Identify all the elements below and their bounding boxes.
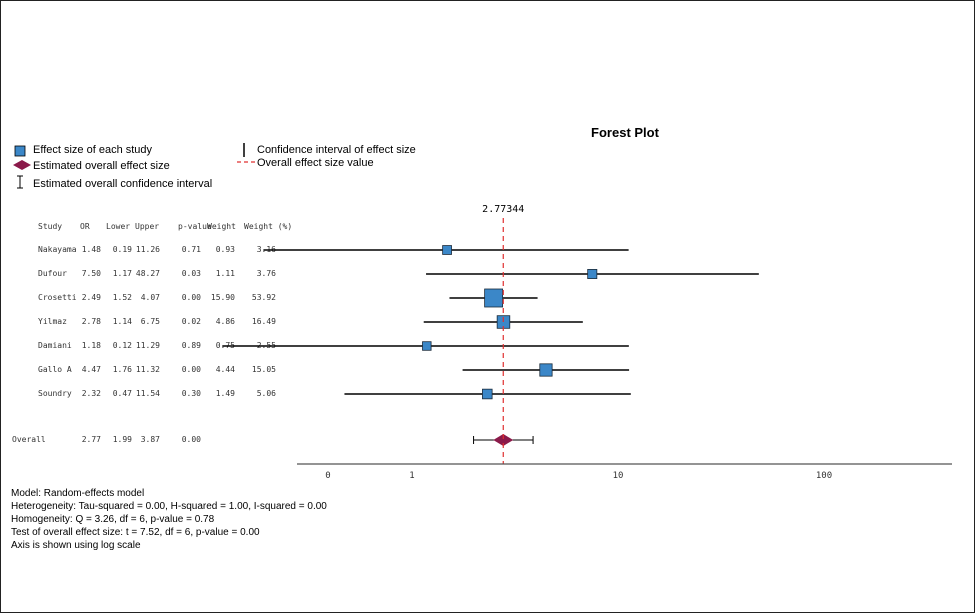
study-name: Yilmaz [38,317,67,326]
heterogeneity-text: Heterogeneity: Tau-squared = 0.00, H-squ… [11,501,327,512]
table-header-3: Upper [135,222,160,231]
table-header-4: p-value [178,222,212,231]
legend-diamond-icon [13,160,31,170]
overall-upper: 3.87 [140,435,160,444]
study-weight-pct: 2.55 [256,341,276,350]
table-header-5: Weight [207,222,236,231]
study-lower: 0.19 [112,245,132,254]
legend-ci-bracket-icon [17,175,23,189]
study-weight: 1.11 [215,269,235,278]
study-name: Dufour [38,269,67,278]
study-lower: 0.47 [112,389,132,398]
overall-or: 2.77 [81,435,101,444]
study-lower: 0.12 [112,341,132,350]
legend-ci: Confidence interval of effect size [257,144,416,156]
study-name: Crosetti [38,293,77,302]
study-lower: 1.17 [112,269,132,278]
study-or: 1.18 [81,341,101,350]
study-upper: 6.75 [140,317,160,326]
overall-test-text: Test of overall effect size: t = 7.52, d… [11,527,260,538]
study-weight: 0.93 [215,245,235,254]
table-header-0: Study [38,222,63,231]
overall-lower: 1.99 [112,435,132,444]
overall-name: Overall [12,435,46,444]
study-upper: 11.29 [135,341,160,350]
study-weight-pct: 3.76 [256,269,276,278]
study-lower: 1.76 [112,365,132,374]
study-weight-pct: 3.16 [256,245,276,254]
study-weight-pct: 16.49 [251,317,276,326]
study-or: 7.50 [81,269,101,278]
study-table: Study OR Lower Upper p-value Weight Weight (%)… [0,0,300,460]
study-or: 2.32 [81,389,101,398]
legend-effect-size: Effect size of each study [33,144,153,156]
study-upper: 48.27 [135,269,160,278]
study-weight-pct: 5.06 [256,389,276,398]
study-weight: 4.44 [215,365,235,374]
study-or: 1.48 [81,245,101,254]
table-header-2: Lower [106,222,131,231]
study-name: Gallo A [38,365,72,374]
study-upper: 4.07 [140,293,160,302]
study-pvalue: 0.71 [181,245,201,254]
study-weight-pct: 15.05 [251,365,276,374]
study-weight: 15.90 [210,293,235,302]
study-pvalue: 0.00 [181,293,201,302]
study-name: Damiani [38,341,72,350]
table-header-1: OR [80,222,90,231]
study-upper: 11.32 [135,365,160,374]
model-text: Model: Random-effects model [11,488,145,499]
study-lower: 1.52 [112,293,132,302]
study-name: Soundry [38,389,72,398]
legend-overall-effect: Estimated overall effect size [33,160,170,172]
study-pvalue: 0.30 [181,389,201,398]
study-upper: 11.54 [135,389,160,398]
chart-title: Forest Plot [591,125,659,140]
axis-note-text: Axis is shown using log scale [11,540,141,551]
overall-pvalue: 0.00 [181,435,201,444]
model-summary: Model: Random-effects model Heterogeneit… [11,487,327,552]
study-weight: 1.49 [215,389,235,398]
study-weight: 4.86 [215,317,235,326]
legend-ci-line-icon [243,143,245,157]
study-pvalue: 0.89 [181,341,201,350]
study-name: Nakayama [38,245,77,254]
study-pvalue: 0.03 [181,269,201,278]
study-or: 2.49 [81,293,101,302]
study-pvalue: 0.00 [181,365,201,374]
legend-overall-ci: Estimated overall confidence interval [33,178,213,190]
table-header-6: Weight (%) [244,222,293,231]
study-weight-pct: 53.92 [251,293,276,302]
legend-square-icon [14,145,26,157]
study-or: 4.47 [81,365,101,374]
study-lower: 1.14 [112,317,132,326]
study-pvalue: 0.02 [181,317,201,326]
legend-overall-line: Overall effect size value [257,157,374,169]
legend-dashed-line-icon [237,161,255,163]
study-or: 2.78 [81,317,101,326]
homogeneity-text: Homogeneity: Q = 3.26, df = 6, p-value =… [11,514,215,525]
study-upper: 11.26 [135,245,160,254]
